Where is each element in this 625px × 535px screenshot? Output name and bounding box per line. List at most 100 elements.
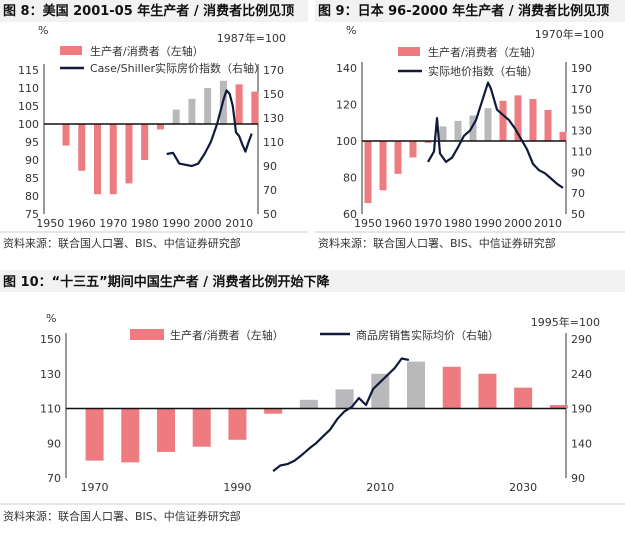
bar <box>379 141 387 191</box>
series-line <box>166 89 253 168</box>
x-tick-label: 1990 <box>162 217 190 230</box>
source-note: 资料来源：联合国人口署、BIS、中信证券研究部 <box>3 509 241 523</box>
legend-line-label: 商品房销售实际均价（右轴） <box>356 328 499 342</box>
x-tick-label: 2010 <box>534 217 562 230</box>
y-left-tick-label: 150 <box>40 333 61 346</box>
x-tick-label: 1990 <box>223 481 251 494</box>
y-left-tick-label: 100 <box>18 118 39 131</box>
left-unit: % <box>346 24 356 37</box>
x-tick-label: 2000 <box>194 217 222 230</box>
y-right-tick-label: 190 <box>571 403 592 416</box>
y-left-tick-label: 95 <box>25 136 39 149</box>
legend-bar-swatch <box>130 329 164 340</box>
right-note: 1995年=100 <box>531 315 600 329</box>
title-bar <box>0 270 625 292</box>
x-tick-label: 1980 <box>444 217 472 230</box>
x-tick-label: 1990 <box>474 217 502 230</box>
legend-bar-label: 生产者/消费者（左轴） <box>170 328 284 342</box>
bar <box>157 408 175 452</box>
bar <box>442 366 461 409</box>
plot-area: 70 90 110 130 150 90 140 190 240 290 1970 1990 2010 2… <box>40 333 592 494</box>
bar <box>514 95 522 141</box>
y-right-tick-label: 90 <box>571 166 585 179</box>
bar <box>251 91 259 124</box>
bar <box>454 120 462 141</box>
y-right-tick-label: 50 <box>263 208 277 221</box>
y-right-tick-label: 130 <box>263 112 284 125</box>
bar <box>439 126 447 141</box>
bar <box>407 361 425 409</box>
y-left-tick-label: 100 <box>336 135 357 148</box>
series-line <box>427 81 564 189</box>
x-tick-label: 1970 <box>81 481 109 494</box>
right-note: 1987年=100 <box>217 31 286 45</box>
y-right-tick-label: 90 <box>263 160 277 173</box>
x-tick-label: 1980 <box>131 217 159 230</box>
series-line <box>272 357 410 472</box>
chart-10: 图 10：“十三五”期间中国生产者 / 消费者比例开始下降 % 1995年=10… <box>0 270 625 523</box>
bar <box>172 109 180 124</box>
x-tick-label: 2010 <box>366 481 394 494</box>
bar <box>469 115 477 141</box>
bar <box>85 408 104 461</box>
y-right-tick-label: 110 <box>571 145 592 158</box>
y-left-tick-label: 75 <box>25 208 39 221</box>
bar <box>544 109 552 141</box>
bar <box>109 124 117 195</box>
bar <box>228 408 247 440</box>
title-bar <box>0 0 308 22</box>
y-left-tick-label: 85 <box>25 172 39 185</box>
bar <box>94 124 101 195</box>
x-tick-label: 2030 <box>509 481 537 494</box>
y-left-tick-label: 80 <box>25 190 39 203</box>
bar <box>499 100 507 141</box>
y-right-tick-label: 150 <box>263 88 284 101</box>
y-left-tick-label: 90 <box>25 154 39 167</box>
y-right-tick-label: 170 <box>263 64 284 77</box>
x-tick-label: 1960 <box>68 217 96 230</box>
bar <box>394 141 402 174</box>
title-bar <box>315 0 625 22</box>
chart-8: 图 8：美国 2001-05 年生产者 / 消费者比例见顶 % 1987年=10… <box>0 0 308 250</box>
right-note: 1970年=100 <box>535 27 604 41</box>
y-right-tick-label: 70 <box>263 184 277 197</box>
bar <box>78 124 86 171</box>
bar <box>156 124 164 130</box>
x-tick-label: 1950 <box>36 217 64 230</box>
x-tick-label: 2010 <box>225 217 253 230</box>
bar <box>192 408 211 447</box>
bar <box>514 387 533 409</box>
y-right-tick-label: 50 <box>571 208 585 221</box>
chart-title: 图 10：“十三五”期间中国生产者 / 消费者比例开始下降 <box>3 274 331 290</box>
legend-bar-label: 生产者/消费者（左轴） <box>428 45 542 59</box>
legend-bar-label: 生产者/消费者（左轴） <box>90 44 204 58</box>
x-tick-label: 2000 <box>504 217 532 230</box>
x-tick-label: 1970 <box>414 217 442 230</box>
bar <box>335 389 354 409</box>
y-left-tick-label: 115 <box>18 64 39 77</box>
left-unit: % <box>46 312 56 325</box>
bar <box>529 99 537 141</box>
bar <box>559 131 567 141</box>
source-note: 资料来源：联合国人口署、BIS、中信证券研究部 <box>3 236 241 250</box>
bar <box>141 124 149 160</box>
y-left-tick-label: 80 <box>343 172 357 185</box>
y-right-tick-label: 240 <box>571 368 592 381</box>
y-right-tick-label: 290 <box>571 333 592 346</box>
y-left-tick-label: 105 <box>18 100 39 113</box>
bar <box>121 408 140 463</box>
y-right-tick-label: 150 <box>571 104 592 117</box>
bar <box>188 98 196 124</box>
chart-9: 图 9：日本 96-2000 年生产者 / 消费者比例见顶 % 1970年=10… <box>315 0 625 250</box>
y-left-tick-label: 70 <box>47 472 61 485</box>
bar <box>235 84 243 124</box>
y-left-tick-label: 90 <box>47 437 61 450</box>
legend-line-label: Case/Shiller实际房价指数（右轴） <box>90 61 265 75</box>
bar <box>549 405 568 409</box>
y-right-tick-label: 90 <box>571 472 585 485</box>
bar <box>371 373 390 409</box>
legend-bar-swatch <box>398 47 420 56</box>
bar <box>364 141 372 204</box>
y-right-tick-label: 70 <box>571 187 585 200</box>
y-right-tick-label: 190 <box>571 62 592 75</box>
